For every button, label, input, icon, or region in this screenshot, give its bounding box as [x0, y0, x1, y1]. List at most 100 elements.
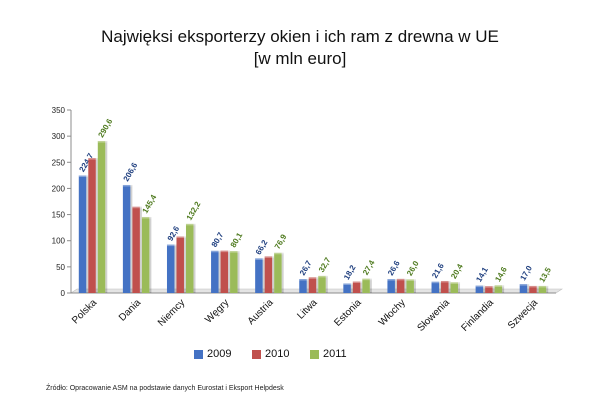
data-label-2011-Polska: 290,6 — [96, 117, 114, 139]
bar-2010-Dania — [132, 206, 140, 293]
bar-highlight — [352, 281, 363, 283]
bar-shade — [130, 184, 133, 293]
bar-2010-Szwecja — [529, 285, 537, 293]
bar-shade — [394, 279, 397, 293]
bar-highlight — [274, 252, 284, 255]
bar-shade — [149, 216, 152, 293]
bar-shade — [360, 281, 363, 293]
legend-item-2011: 2011 — [310, 348, 347, 360]
bar-shade — [237, 251, 240, 293]
data-label-2009-Finlandia: 14,1 — [474, 265, 490, 283]
bar-shade — [272, 256, 275, 293]
bar-shade — [404, 278, 407, 293]
bar-shade — [262, 258, 265, 293]
bar-highlight — [431, 281, 442, 284]
data-label-2011-Słowenia: 20,4 — [449, 262, 465, 280]
data-label-2009-Słowenia: 21,6 — [430, 261, 446, 279]
bar-highlight — [122, 184, 133, 187]
bar-highlight — [185, 223, 196, 226]
bar-highlight — [308, 277, 319, 279]
bar-shade — [448, 280, 451, 293]
data-label-2009-Litwa: 26,7 — [298, 259, 314, 277]
bar-2009-Węgry — [211, 250, 219, 293]
bar-2010-Słowenia — [441, 280, 449, 293]
bar-2009-Finlandia — [475, 285, 484, 293]
bar-highlight — [211, 250, 221, 253]
bar-2011-Niemcy — [185, 223, 194, 293]
x-tick-label-Węgry: Węgry — [203, 297, 231, 325]
bar-2011-Finlandia — [494, 285, 503, 293]
bar-highlight — [529, 285, 539, 288]
bar-shade — [218, 250, 221, 293]
bar-highlight — [166, 244, 177, 247]
bar-2011-Węgry — [230, 251, 238, 293]
bar-2009-Dania — [122, 184, 131, 293]
data-label-2011-Austria: 76,9 — [273, 232, 289, 250]
data-label-2009-Dania: 206,6 — [122, 161, 140, 183]
bar-shade — [306, 279, 309, 293]
legend-label: 2009 — [207, 348, 232, 360]
data-label-2011-Dania: 145,4 — [141, 193, 159, 215]
bar-2011-Litwa — [318, 275, 326, 293]
bar-2009-Szwecja — [519, 284, 528, 293]
bar-highlight — [387, 279, 397, 281]
bar-shade — [413, 279, 416, 293]
bar-2010-Estonia — [352, 281, 361, 293]
bar-highlight — [264, 256, 275, 258]
bar-shade — [546, 285, 549, 293]
bar-2011-Szwecja — [538, 285, 547, 293]
bar-highlight — [318, 275, 328, 278]
y-tick-label: 300 — [52, 132, 66, 141]
x-tick-label-Słowenia: Słowenia — [415, 297, 452, 334]
data-label-2011-Węgry: 80,1 — [229, 231, 245, 249]
x-tick-label-Estonia: Estonia — [332, 297, 364, 329]
data-label-2009-Węgry: 80,7 — [210, 230, 226, 248]
bar-shade — [527, 284, 530, 293]
bar-2009-Słowenia — [431, 281, 440, 293]
bar-shade — [369, 278, 372, 293]
bar-shade — [174, 244, 177, 293]
y-tick-label: 100 — [52, 237, 66, 246]
bar-2009-Estonia — [343, 283, 351, 293]
bar-2011-Słowenia — [450, 282, 459, 293]
legend-swatch — [310, 349, 319, 359]
bar-shade — [183, 236, 186, 293]
bar-shade — [228, 250, 231, 293]
data-label-2011-Szwecja: 13,5 — [537, 265, 553, 283]
bar-highlight — [78, 175, 89, 178]
bar-2011-Polska — [97, 141, 106, 293]
chart-title-line-1: Najwięksi eksporterzy okien i ich ram z … — [101, 27, 499, 46]
bar-shade — [492, 286, 495, 293]
legend-item-2009: 2009 — [194, 348, 231, 360]
bar-highlight — [538, 285, 549, 288]
bar-shade — [325, 275, 328, 293]
y-tick-label: 50 — [56, 263, 65, 272]
bar-highlight — [299, 279, 309, 281]
data-label-2009-Estonia: 18,2 — [342, 263, 358, 281]
data-label-2009-Szwecja: 17,0 — [518, 264, 534, 282]
bar-2010-Polska — [88, 158, 96, 293]
data-label-2011-Litwa: 32,7 — [317, 255, 333, 273]
bar-2011-Estonia — [362, 278, 370, 293]
y-tick-label: 200 — [52, 184, 66, 193]
bar-shade — [439, 281, 442, 293]
legend-label: 2011 — [323, 348, 347, 360]
bar-2011-Austria — [274, 252, 282, 293]
bar-2009-Polska — [78, 175, 87, 293]
data-label-2011-Estonia: 27,4 — [361, 258, 377, 276]
legend-label: 2010 — [265, 348, 290, 360]
x-tick-label-Austria: Austria — [246, 297, 276, 327]
x-tick-label-Finlandia: Finlandia — [460, 297, 497, 334]
bar-2010-Austria — [264, 256, 273, 293]
bar-highlight — [450, 282, 461, 284]
data-label-2011-Finlandia: 14,6 — [493, 265, 509, 283]
bar-2010-Niemcy — [176, 236, 184, 293]
y-tick-label: 150 — [52, 211, 66, 220]
x-tick-label-Szwecja: Szwecja — [506, 297, 540, 331]
x-tick-label-Dania: Dania — [117, 297, 144, 324]
bar-highlight — [485, 286, 495, 288]
legend-swatch — [194, 349, 203, 359]
bar-shade — [350, 283, 353, 293]
data-label-2009-Austria: 66,2 — [254, 238, 270, 256]
bar-shade — [105, 141, 108, 293]
